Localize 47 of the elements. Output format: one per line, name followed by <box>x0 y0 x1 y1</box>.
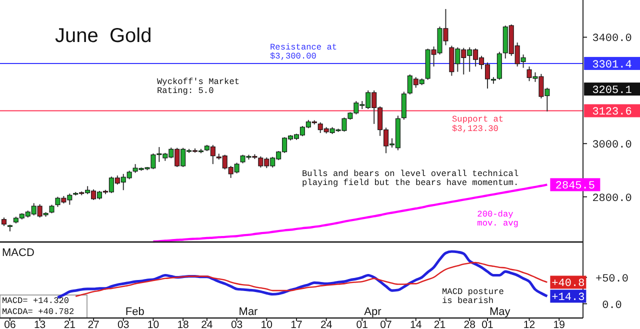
annotation: Bulls and bears on level overall technical playing field but the bears have momentum. <box>302 169 519 188</box>
data-label: +40.8 <box>552 278 585 290</box>
y-tick-label: 3400.0 <box>592 33 632 46</box>
y-tick-label: 2800.0 <box>592 192 632 205</box>
x-tick-label: 01 <box>482 319 494 329</box>
annotation: Apr <box>364 306 382 318</box>
y-tick-label: +50.0 <box>595 273 629 286</box>
x-tick-label: 10 <box>147 319 160 329</box>
x-tick-label: 28 <box>464 319 476 329</box>
annotation: Resistance at $3,300.00 <box>270 42 338 62</box>
x-tick-label: 10 <box>260 319 273 329</box>
x-tick-label: 27 <box>88 319 100 329</box>
text: June Gold <box>55 25 152 47</box>
annotation: Wyckoff's Market Rating: 5.0 <box>157 77 240 96</box>
annotation: May <box>489 306 511 318</box>
data-label: 2845.5 <box>555 180 595 193</box>
x-tick-label: 21 <box>64 319 76 329</box>
series-label: 200-day mov. avg <box>477 210 518 229</box>
x-tick-label: 14 <box>410 319 422 329</box>
x-tick-label: 06 <box>4 319 16 329</box>
line-series <box>74 262 548 298</box>
x-tick-label: 07 <box>380 319 392 329</box>
annotation: Support at $3,123.30 <box>452 114 504 134</box>
ref-line-label: 3123.6 <box>592 106 632 119</box>
x-tick-label: 24 <box>201 319 213 329</box>
x-tick-label: 18 <box>177 319 190 329</box>
annotation: Mar <box>238 306 258 318</box>
x-tick-label: 17 <box>290 319 302 329</box>
x-tick-label: 12 <box>523 319 536 329</box>
text: MACD <box>2 247 34 259</box>
annotation: MACD= +14.320 <box>2 296 70 306</box>
data-label: +14.3 <box>552 292 585 304</box>
annotation: Feb <box>125 306 144 318</box>
candlestick <box>401 91 406 120</box>
y-tick-label: 3000.0 <box>592 140 632 152</box>
x-tick-label: 01 <box>356 319 368 329</box>
text: 3205.1 <box>592 85 632 98</box>
x-tick-label: 03 <box>230 319 243 329</box>
x-tick-label: 24 <box>320 319 332 329</box>
annotation: MACDA= +40.782 <box>2 307 74 317</box>
x-tick-label: 03 <box>118 319 130 329</box>
x-tick-label: 13 <box>34 319 46 329</box>
y-tick-label: 0.0 <box>602 300 622 312</box>
x-tick-label: 21 <box>434 319 446 329</box>
x-tick-label: 19 <box>553 319 566 329</box>
annotation: MACD posture is bearish <box>442 287 504 306</box>
ref-line-label: 3301.4 <box>592 59 632 72</box>
